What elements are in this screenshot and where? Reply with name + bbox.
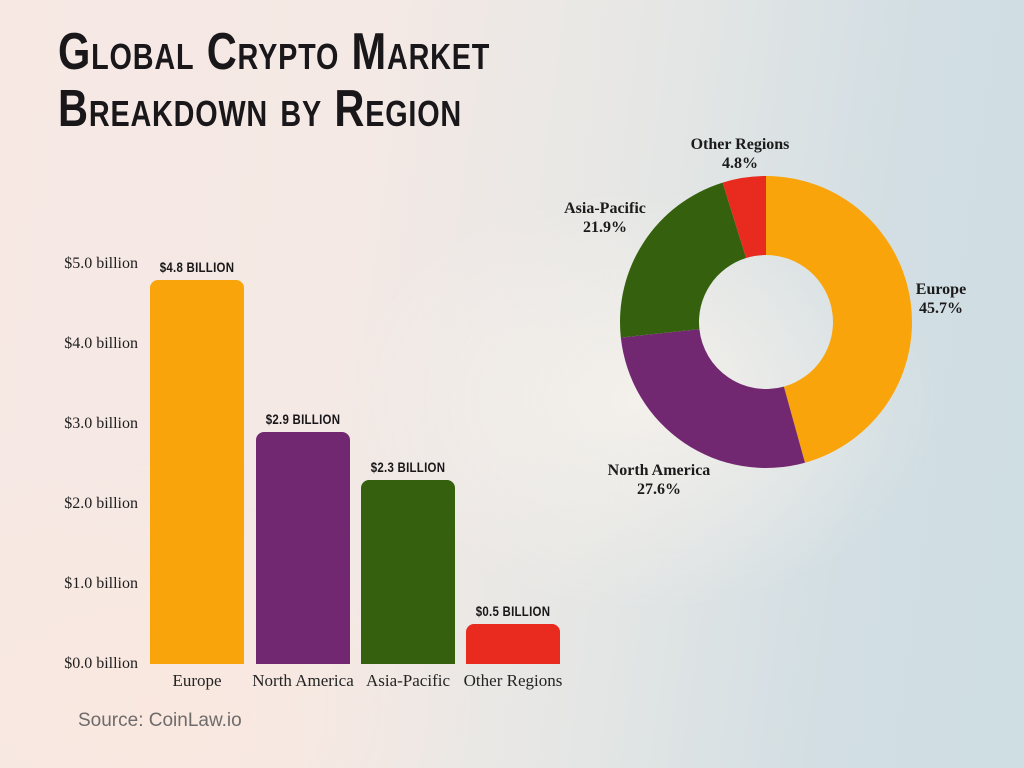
bar-asia-pacific xyxy=(361,480,455,664)
y-axis-tick-3: $3.0 billion xyxy=(64,415,138,432)
donut-label-pct-other-regions: 4.8% xyxy=(722,155,758,172)
bar-other-regions xyxy=(466,624,560,664)
y-axis-tick-4: $4.0 billion xyxy=(64,335,138,352)
bar-europe xyxy=(150,280,244,664)
donut-label-other-regions: Other Regions 4.8% xyxy=(645,135,835,173)
page-title-line-2: Breakdown by Region xyxy=(58,80,463,138)
bar-value-asia-pacific: $2.3 billion xyxy=(370,460,446,475)
x-axis-label-asia-pacific: Asia-Pacific xyxy=(365,671,451,690)
bar-value-other-regions: $0.5 billion xyxy=(475,604,551,619)
donut-label-pct-asia-pacific: 21.9% xyxy=(583,219,627,236)
bar-north-america xyxy=(256,432,350,664)
y-axis-tick-0: $0.0 billion xyxy=(64,655,138,672)
y-axis-tick-5: $5.0 billion xyxy=(64,255,138,272)
bar-value-north-america: $2.9 billion xyxy=(265,412,341,427)
donut-label-europe: Europe 45.7% xyxy=(846,280,1024,318)
donut-chart xyxy=(619,176,912,468)
donut-slice-north-america xyxy=(620,329,805,468)
donut-label-name-other-regions: Other Regions xyxy=(690,136,790,153)
source-note: Source: CoinLaw.io xyxy=(78,710,242,731)
donut-label-north-america: North America 27.6% xyxy=(564,461,754,499)
bar-value-europe: $4.8 billion xyxy=(159,260,235,275)
y-axis-tick-1: $1.0 billion xyxy=(64,575,138,592)
donut-label-name-north-america: North America xyxy=(607,462,711,479)
donut-label-pct-europe: 45.7% xyxy=(919,300,963,317)
donut-label-pct-north-america: 27.6% xyxy=(637,481,681,498)
x-axis-label-north-america: North America xyxy=(252,671,354,690)
donut-slice-other-regions xyxy=(722,176,766,259)
donut-slice-asia-pacific xyxy=(619,182,747,338)
y-axis-tick-2: $2.0 billion xyxy=(64,495,138,512)
page-title: Global Crypto Market Breakdown by Region xyxy=(58,24,490,138)
donut-label-name-asia-pacific: Asia-Pacific xyxy=(564,200,646,217)
x-axis-label-other-regions: Other Regions xyxy=(463,671,563,690)
donut-label-name-europe: Europe xyxy=(915,281,967,298)
x-axis-label-europe: Europe xyxy=(172,671,222,690)
donut-label-asia-pacific: Asia-Pacific 21.9% xyxy=(510,199,700,237)
donut-slice-europe xyxy=(766,176,912,463)
page-title-line-1: Global Crypto Market xyxy=(58,23,491,81)
